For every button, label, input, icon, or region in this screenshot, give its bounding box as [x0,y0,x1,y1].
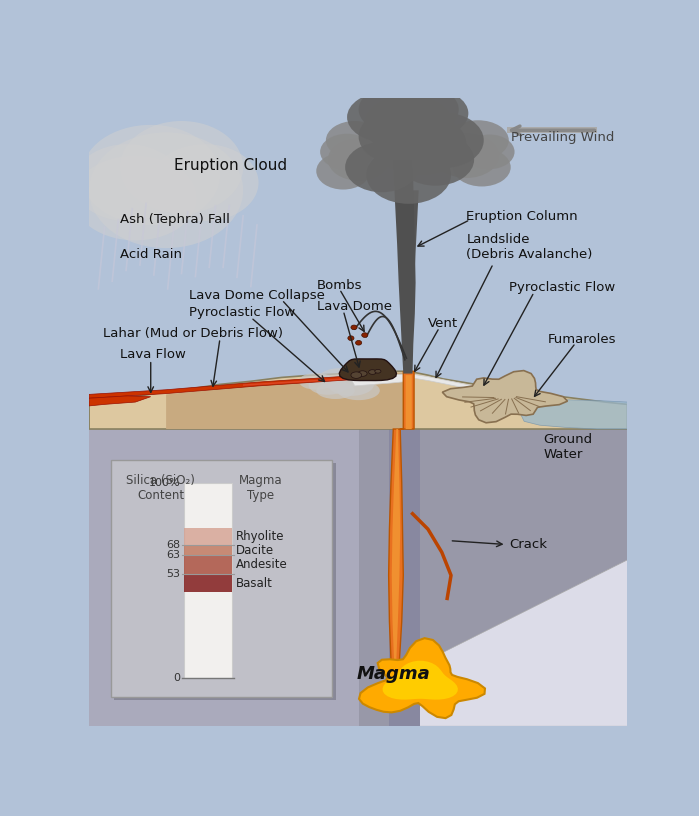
Polygon shape [382,661,458,699]
Text: Crack: Crack [509,538,547,551]
Ellipse shape [374,113,466,175]
Polygon shape [89,371,409,429]
Text: 0: 0 [173,672,180,683]
Text: Ground
Water: Ground Water [543,432,593,461]
Polygon shape [110,460,333,697]
Text: Dacite: Dacite [236,543,274,557]
Text: Vent: Vent [428,317,458,330]
Text: Landslide
(Debris Avalanche): Landslide (Debris Avalanche) [466,233,593,260]
Text: Pyroclastic Flow: Pyroclastic Flow [189,306,296,319]
Ellipse shape [387,88,468,139]
Text: Lava Dome: Lava Dome [317,299,392,313]
Ellipse shape [89,132,243,248]
Text: Andesite: Andesite [236,558,288,571]
Ellipse shape [326,121,384,159]
Ellipse shape [403,113,484,168]
Polygon shape [391,375,412,660]
Text: Lava Dome Collapse: Lava Dome Collapse [189,289,325,302]
Ellipse shape [397,133,474,186]
Text: Prevailing Wind: Prevailing Wind [511,131,614,144]
Text: Eruption Cloud: Eruption Cloud [174,158,287,173]
Polygon shape [89,98,628,726]
Text: Eruption Column: Eruption Column [466,210,578,223]
Polygon shape [397,560,628,726]
Polygon shape [351,374,409,386]
Polygon shape [520,400,628,429]
Ellipse shape [345,142,418,193]
Ellipse shape [361,333,368,337]
Polygon shape [393,159,416,374]
Text: Lava Flow: Lava Flow [120,348,186,361]
Polygon shape [442,370,568,423]
Ellipse shape [328,139,389,180]
Polygon shape [389,371,414,683]
Polygon shape [409,374,482,391]
Ellipse shape [347,92,424,142]
Polygon shape [243,375,386,386]
Text: Acid Rain: Acid Rain [120,248,182,261]
Ellipse shape [316,382,355,399]
Text: Magma: Magma [356,665,430,683]
Polygon shape [89,429,359,726]
Ellipse shape [299,373,333,390]
Text: 53: 53 [166,570,180,579]
Ellipse shape [320,134,374,170]
Text: Fumaroles: Fumaroles [547,333,616,346]
Polygon shape [387,660,412,706]
Ellipse shape [359,109,435,163]
Polygon shape [184,545,231,555]
Ellipse shape [358,370,367,376]
Text: Lahar (Mud or Debris Flow): Lahar (Mud or Debris Flow) [103,327,283,340]
Text: 100%: 100% [148,478,180,488]
Polygon shape [184,574,231,592]
Ellipse shape [433,133,499,178]
Ellipse shape [351,372,361,379]
Ellipse shape [368,370,376,375]
Text: Silica (SiO₂)
Content: Silica (SiO₂) Content [127,473,195,502]
Ellipse shape [328,373,374,396]
Polygon shape [389,429,420,726]
Polygon shape [184,483,231,678]
Polygon shape [409,371,628,429]
Ellipse shape [120,121,243,214]
Ellipse shape [356,340,361,345]
Ellipse shape [73,156,197,241]
Text: Ash (Tephra) Fall: Ash (Tephra) Fall [120,214,230,226]
Polygon shape [89,396,151,406]
Ellipse shape [316,153,370,189]
Ellipse shape [359,82,459,137]
Text: Rhyolite: Rhyolite [236,530,284,543]
Polygon shape [339,359,396,380]
Ellipse shape [465,135,514,169]
Ellipse shape [73,144,182,221]
Polygon shape [166,373,409,429]
Ellipse shape [364,95,453,155]
Ellipse shape [375,370,381,373]
Ellipse shape [318,368,361,390]
Polygon shape [359,638,485,718]
Polygon shape [89,374,386,398]
Ellipse shape [338,381,380,400]
Ellipse shape [453,148,511,187]
Text: Pyroclastic Flow: Pyroclastic Flow [509,282,615,295]
Ellipse shape [81,125,220,225]
Ellipse shape [308,375,347,395]
Polygon shape [507,127,598,133]
Ellipse shape [366,146,451,204]
Polygon shape [89,429,628,726]
Ellipse shape [348,336,354,340]
Polygon shape [114,463,336,700]
Ellipse shape [447,120,509,160]
Text: 68: 68 [166,540,180,550]
Text: Bombs: Bombs [316,279,362,292]
Polygon shape [184,528,231,545]
Polygon shape [397,190,419,371]
Ellipse shape [151,144,259,221]
Text: Basalt: Basalt [236,577,273,590]
Text: 63: 63 [166,550,180,560]
Ellipse shape [351,325,357,330]
Text: Magma
Type: Magma Type [239,473,282,502]
Polygon shape [184,555,231,574]
